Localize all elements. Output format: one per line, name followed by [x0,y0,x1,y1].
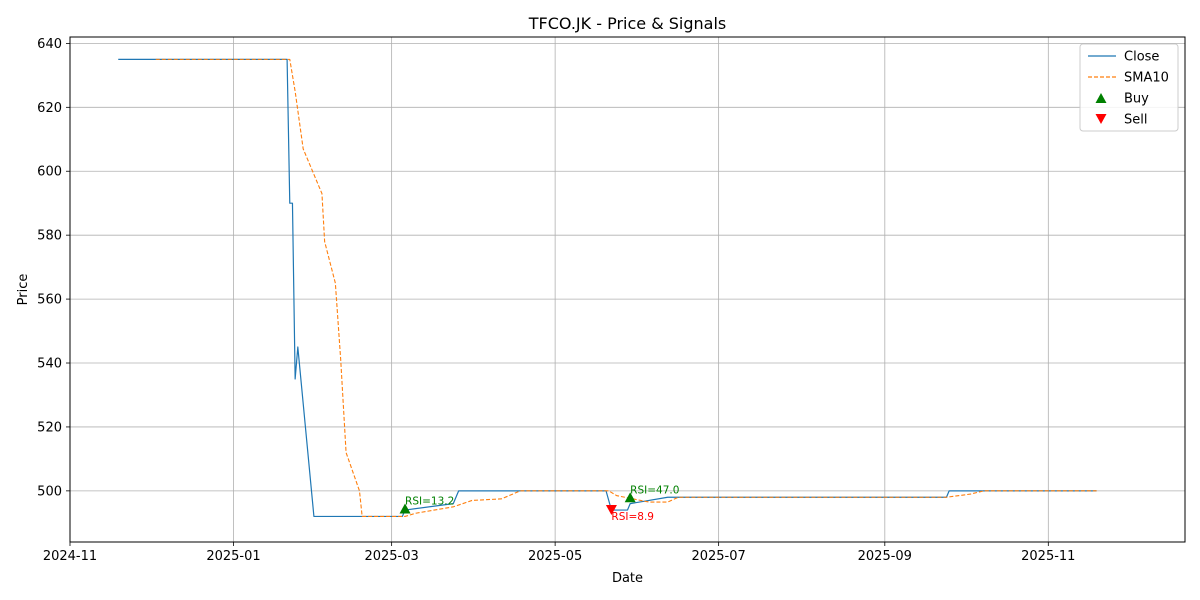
x-tick-label: 2025-01 [206,549,260,564]
y-tick-label: 540 [37,357,62,372]
legend: Close SMA10 Buy Sell [1079,43,1179,132]
chart-title: TFCO.JK - Price & Signals [528,14,727,33]
x-tick-label: 2025-03 [364,549,418,564]
rsi-annotation: RSI=13.2 [405,495,454,507]
series-line-sma10 [155,58,1097,517]
y-tick-label: 600 [37,165,62,180]
x-axis-label: Date [612,571,643,586]
axis-ticks: 2024-11 2025-01 2025-03 2025-05 2025-07 2025-… [37,37,1075,564]
legend-label-sma10: SMA10 [1124,71,1169,86]
series-layer [118,58,1097,518]
y-tick-label: 620 [37,101,62,116]
legend-label-sell: Sell [1124,113,1147,128]
y-tick-label: 520 [37,420,62,435]
y-tick-label: 640 [37,37,62,52]
x-tick-label: 2024-11 [43,549,97,564]
rsi-annotation: RSI=47.0 [630,484,679,496]
rsi-annotation: RSI=8.9 [611,511,654,523]
y-tick-label: 580 [37,229,62,244]
buy-marker [624,492,636,503]
legend-label-close: Close [1124,50,1159,65]
y-axis-label: Price [16,274,31,306]
legend-label-buy: Buy [1124,92,1149,107]
y-tick-label: 500 [37,484,62,499]
marker-layer: RSI=13.2 RSI=47.0 RSI=8.9 [399,484,679,523]
plot-frame [69,36,1186,543]
legend-box [1079,43,1179,132]
buy-marker [399,503,411,514]
series-line-close [118,58,1097,518]
legend-swatch-sell [1095,114,1107,124]
x-tick-label: 2025-05 [528,549,582,564]
legend-swatch-buy [1095,93,1107,103]
x-tick-label: 2025-09 [858,549,912,564]
x-tick-label: 2025-07 [691,549,745,564]
grid [69,37,1185,542]
sell-marker [605,505,617,516]
x-tick-label: 2025-11 [1021,549,1075,564]
y-tick-label: 560 [37,293,62,308]
